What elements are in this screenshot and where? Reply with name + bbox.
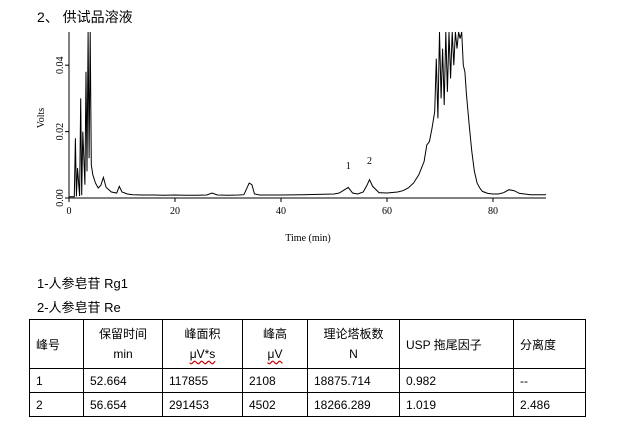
table-row: 2 56.654 291453 4502 18266.289 1.019 2.4… <box>29 392 586 417</box>
cell-retention-time: 52.664 <box>83 368 163 393</box>
header-peak-height: 峰高 μV <box>242 319 308 369</box>
cell-theoretical-plates: 18875.714 <box>307 368 400 393</box>
results-table: 峰号 保留时间 min 峰面积 μV*s 峰高 μV 理论塔板数 N USP 拖尾因子 … <box>29 319 586 417</box>
peak-annotation: 2 <box>367 156 372 167</box>
cell-peak-height: 2108 <box>242 368 308 393</box>
cell-retention-time: 56.654 <box>83 392 163 417</box>
x-tick-label: 60 <box>382 206 392 217</box>
header-peak-area: 峰面积 μV*s <box>162 319 243 369</box>
x-axis-label: Time (min) <box>285 233 330 244</box>
y-tick-label: 0.00 <box>55 189 66 207</box>
y-tick-label: 0.04 <box>55 56 66 74</box>
x-tick-label: 40 <box>276 206 286 217</box>
header-peak-number: 峰号 <box>29 319 84 369</box>
cell-resolution: -- <box>513 368 586 393</box>
y-axis-label: Volts <box>36 108 47 128</box>
x-tick-label: 80 <box>488 206 498 217</box>
y-tick-label: 0.02 <box>55 123 66 141</box>
x-tick-label: 0 <box>67 206 72 217</box>
section-heading: 2、 供试品溶液 <box>37 9 133 25</box>
header-theoretical-plates: 理论塔板数 N <box>307 319 400 369</box>
cell-tailing-factor: 0.982 <box>399 368 514 393</box>
cell-theoretical-plates: 18266.289 <box>307 392 400 417</box>
chromatogram-trace <box>69 31 546 198</box>
legend-line-2: 2-人参皂苷 Re <box>37 300 121 315</box>
table-header-row: 峰号 保留时间 min 峰面积 μV*s 峰高 μV 理论塔板数 N USP 拖尾因子 … <box>29 319 586 369</box>
cell-peak-area: 117855 <box>162 368 243 393</box>
legend-line-1: 1-人参皂苷 Rg1 <box>37 276 129 291</box>
cell-peak-number: 1 <box>29 368 84 393</box>
cell-tailing-factor: 1.019 <box>399 392 514 417</box>
chromatogram-chart: 0 20 40 60 80 0.00 0.02 0.04 1 2 Time (min) Volt… <box>36 31 546 244</box>
header-retention-time: 保留时间 min <box>83 319 163 369</box>
header-tailing-factor: USP 拖尾因子 <box>399 319 514 369</box>
cell-peak-height: 4502 <box>242 392 308 417</box>
peak-annotation: 1 <box>346 161 351 172</box>
cell-peak-number: 2 <box>29 392 84 417</box>
header-resolution: 分离度 <box>513 319 586 369</box>
x-tick-label: 20 <box>170 206 180 217</box>
table-row: 1 52.664 117855 2108 18875.714 0.982 -- <box>29 368 586 393</box>
cell-resolution: 2.486 <box>513 392 586 417</box>
cell-peak-area: 291453 <box>162 392 243 417</box>
